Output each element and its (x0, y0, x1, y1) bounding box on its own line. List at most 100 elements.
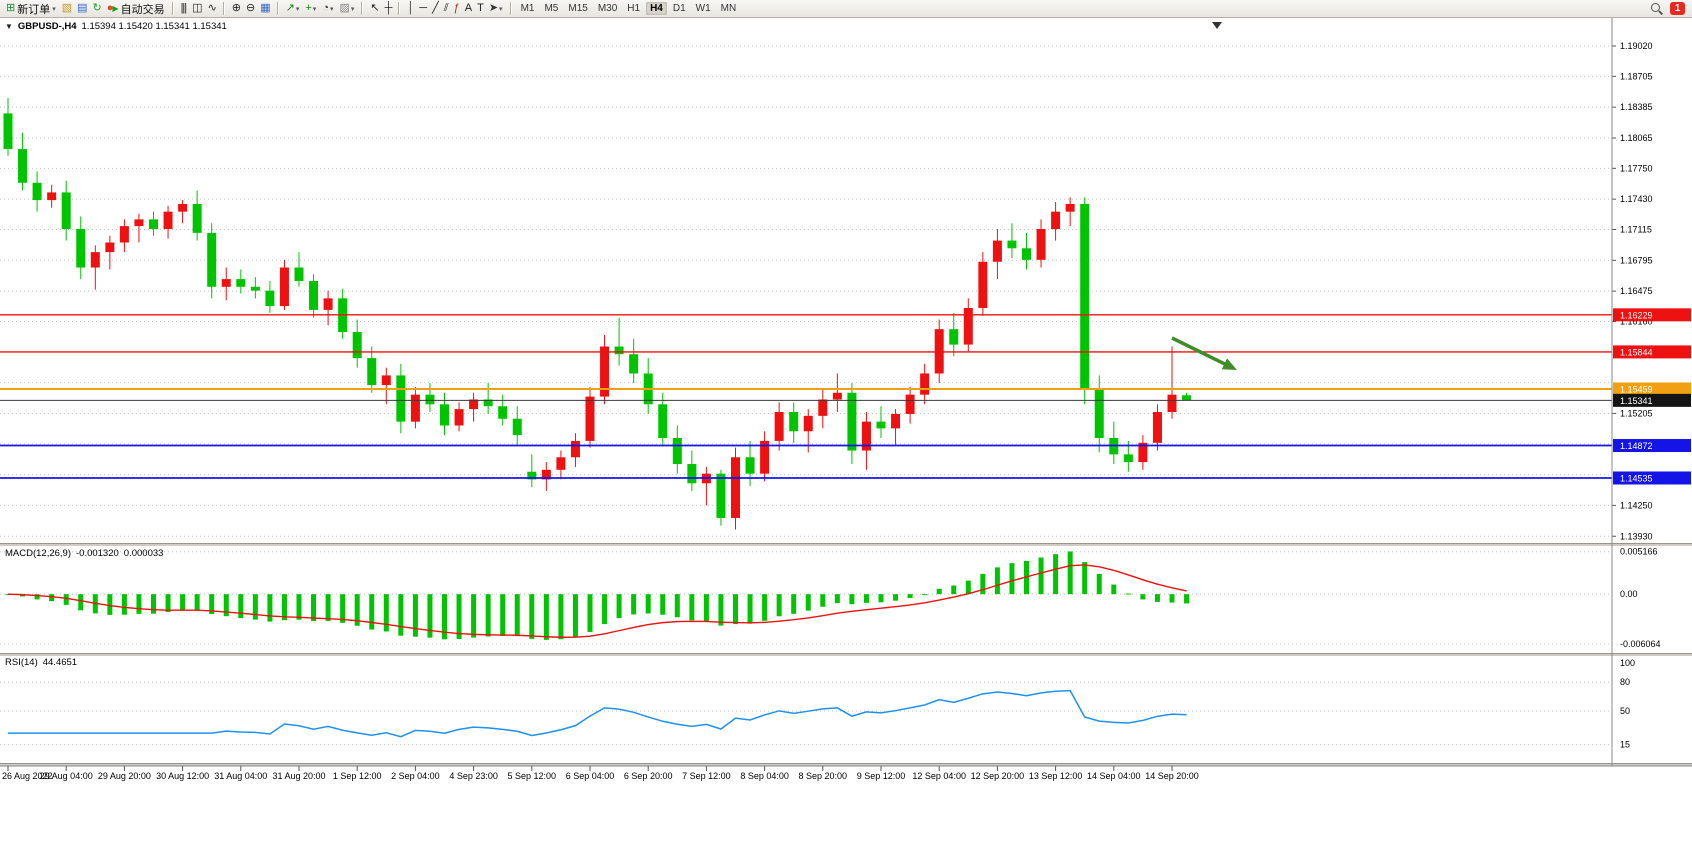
macd-bar (994, 567, 1000, 595)
fibonacci-button[interactable]: ƒ (452, 1, 461, 17)
crosshair-button[interactable]: ┼ (383, 1, 394, 17)
timeframe-button-m1[interactable]: M1 (520, 3, 535, 14)
macd-bar (674, 594, 680, 618)
rsi-panel: 100 80 50 15 (0, 658, 1635, 750)
timeframe-button-m30[interactable]: M30 (597, 3, 618, 14)
candle-body (1094, 389, 1104, 439)
chart-canvas[interactable]: 1.19020 1.18705 1.18385 1.18065 1.17750 1.174… (0, 18, 1692, 846)
collapse-icon[interactable]: ▼ (5, 22, 13, 31)
chart-candles-button[interactable]: ◫ (190, 1, 203, 17)
price-tag-text: 1.16229 (1620, 310, 1653, 320)
templates-button[interactable]: ▨ ▾ (337, 1, 356, 17)
indicators-button[interactable]: ↗ ▾ (284, 1, 302, 17)
macd-bar (951, 585, 957, 595)
timeframe-button-m15[interactable]: M15 (568, 3, 588, 14)
timeframe-button-h1[interactable]: H1 (627, 3, 641, 14)
chart-line-button[interactable]: ∿ (206, 1, 218, 17)
candle-body (61, 192, 71, 230)
chart-bars-button[interactable]: ||| (179, 1, 189, 17)
new-chart-button[interactable]: ▧ (60, 1, 73, 17)
price-tag-bg (1613, 382, 1691, 396)
zoom-in-icon: ⊕ (231, 2, 241, 14)
search-icon[interactable] (1651, 2, 1663, 15)
add-indicator-button[interactable]: + ▾ (303, 1, 318, 17)
candle (1182, 392, 1192, 401)
price-axis-label: 1.14250 (1620, 500, 1653, 510)
candle-body (861, 421, 871, 451)
chart-shift-marker[interactable] (1212, 22, 1222, 29)
text-button[interactable]: A (463, 1, 473, 17)
text-label-button[interactable]: T (475, 1, 485, 17)
rsi-axis-label: 15 (1620, 740, 1630, 750)
text-icon: A (464, 2, 472, 14)
candle (454, 402, 464, 432)
panel-separator[interactable] (0, 763, 1692, 766)
panel-separator[interactable] (0, 653, 1692, 656)
candle (178, 200, 188, 224)
toolbar-separator (171, 2, 174, 15)
candle (556, 450, 566, 480)
add-indicator-icon: + (305, 2, 312, 14)
time-axis-label: 29 Aug 20:00 (98, 771, 151, 781)
candle-body (745, 457, 755, 474)
macd-bar (49, 594, 55, 602)
macd-bar (34, 594, 40, 600)
zoom-in-button[interactable]: ⊕ (230, 1, 242, 17)
macd-bar (1096, 573, 1102, 595)
candle (570, 433, 580, 467)
candle-body (803, 415, 813, 432)
horizontal-line-button[interactable]: ─ (417, 1, 428, 17)
periods-icon: ◔ (322, 2, 329, 14)
macd-bar (1038, 557, 1044, 595)
timeframe-button-mn[interactable]: MN (720, 3, 737, 14)
periods-button[interactable]: ◔ ▾ (320, 1, 335, 17)
shapes-button[interactable]: ➤ ▾ (487, 1, 505, 17)
candle-body (47, 192, 57, 201)
timeframe-button-m5[interactable]: M5 (544, 3, 559, 14)
timeframe-button-h4[interactable]: H4 (646, 2, 667, 15)
chart-ohlc: 1.15394 1.15420 1.15341 1.15341 (81, 21, 227, 32)
market-watch-button[interactable]: ▤ (75, 1, 88, 17)
arrow-annotation[interactable] (1171, 336, 1237, 370)
auto-trading-button[interactable]: ● ▶ 自动交易 (105, 1, 167, 17)
zoom-out-icon: ⊖ (246, 2, 255, 14)
candle-body (585, 396, 595, 441)
trendline-button[interactable]: ╱ (430, 1, 440, 17)
price-axis-label: 1.18705 (1620, 71, 1653, 81)
macd-bar (136, 594, 142, 614)
macd-axis-label: 0.00 (1620, 589, 1638, 599)
candle-body (629, 354, 639, 374)
macd-bar (281, 594, 287, 621)
candle (1036, 219, 1046, 268)
refresh-button[interactable]: ↻ (91, 1, 103, 17)
candle (221, 267, 231, 301)
timeframe-button-w1[interactable]: W1 (695, 3, 711, 14)
macd-name: MACD(12,26,9) (5, 548, 71, 559)
time-axis-label: 6 Sep 20:00 (624, 771, 673, 781)
macd-histogram (5, 551, 1190, 640)
panel-separator[interactable] (0, 543, 1692, 546)
cursor-button[interactable]: ↖ (368, 1, 380, 17)
candle-body (396, 375, 406, 422)
channel-button[interactable]: ⫽ (442, 1, 450, 17)
macd-bar (558, 594, 564, 640)
zoom-out-button[interactable]: ⊖ (244, 1, 256, 17)
tile-windows-button[interactable]: ▦ (258, 1, 271, 17)
candle (32, 171, 42, 212)
candle (309, 274, 319, 318)
candle-body (3, 113, 13, 150)
candle-body (949, 329, 959, 345)
candle-body (149, 219, 158, 230)
timeframe-button-d1[interactable]: D1 (672, 3, 686, 14)
notification-badge[interactable]: 1 (1670, 2, 1685, 15)
candle (61, 180, 71, 241)
candle-body (774, 412, 784, 441)
candle-body (687, 464, 697, 484)
candle-body (192, 203, 202, 233)
macd-bar (922, 594, 928, 596)
candle (585, 386, 595, 448)
rsi-value: 44.4651 (42, 657, 78, 668)
new-order-button[interactable]: ⊞ 新订单 ▾ (4, 1, 58, 17)
vertical-line-button[interactable]: │ (405, 1, 415, 17)
candle (294, 252, 304, 287)
